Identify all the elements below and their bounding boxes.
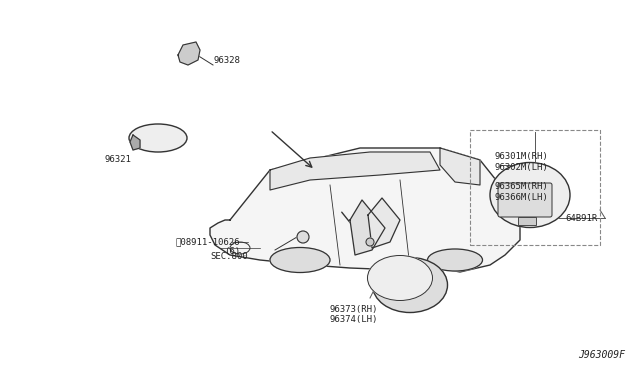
Circle shape [366,238,374,246]
Text: 96301M(RH)
96302M(LH): 96301M(RH) 96302M(LH) [495,152,548,172]
Ellipse shape [428,249,483,271]
Text: 96328: 96328 [213,55,240,64]
Text: SEC.800: SEC.800 [211,252,248,261]
Polygon shape [440,148,480,185]
Polygon shape [270,152,440,190]
Text: ①08911-10626
(6): ①08911-10626 (6) [175,237,240,256]
Text: 96373(RH)
96374(LH): 96373(RH) 96374(LH) [330,305,378,324]
Ellipse shape [367,256,433,301]
FancyBboxPatch shape [498,183,552,217]
Bar [518,217,536,225]
Polygon shape [368,198,400,248]
Text: J963009F: J963009F [578,350,625,360]
Ellipse shape [490,163,570,228]
Text: 96365M(RH)
96366M(LH): 96365M(RH) 96366M(LH) [495,182,548,202]
Ellipse shape [129,124,187,152]
Text: 96321: 96321 [104,155,131,164]
Text: 64B91R: 64B91R [565,214,597,222]
Circle shape [297,231,309,243]
Ellipse shape [270,247,330,273]
Polygon shape [178,42,200,65]
Polygon shape [210,148,520,272]
Ellipse shape [372,257,447,312]
Polygon shape [350,200,385,255]
Polygon shape [130,135,140,150]
